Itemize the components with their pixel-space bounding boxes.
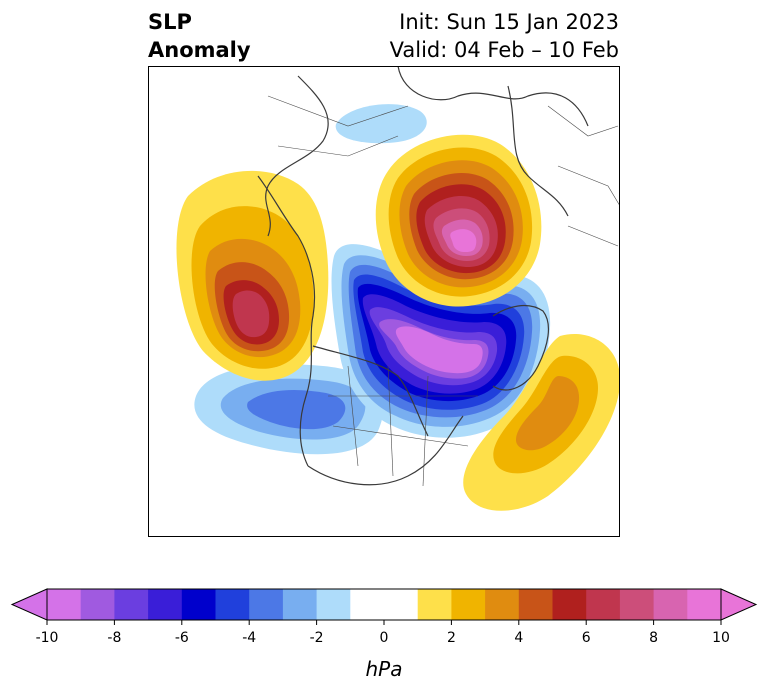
valid-range: Valid: 04 Feb – 10 Feb [389,38,619,62]
colorbar: -10 -8 -6 -4 -2 0 2 4 6 8 10 [10,588,758,646]
colorbar-segment [619,589,655,620]
colorbar-segment [485,589,520,620]
anomaly-map [148,66,620,537]
colorbar-segment [282,589,318,620]
colorbar-segment [181,589,216,620]
colorbar-segment [215,589,250,620]
colorbar-tick-label: 6 [582,630,591,646]
colorbar-extend-high [720,588,758,621]
colorbar-tick-label: -10 [36,630,59,646]
colorbar-segment [384,589,419,620]
colorbar-segment [47,589,82,620]
colorbar-segment [316,589,351,620]
colorbar-ticks: -10 -8 -6 -4 -2 0 2 4 6 8 10 [36,620,730,646]
init-date: Init: Sun 15 Jan 2023 [399,10,619,34]
colorbar-unit-label: hPa [365,657,403,681]
greenland-negative-anomaly [331,244,551,438]
colorbar-segment [451,589,486,620]
colorbar-tick-label: -8 [107,630,121,646]
pacific-negative-anomaly [194,364,384,455]
colorbar-segment [552,589,587,620]
colorbar-segment [148,589,183,620]
arctic-positive-anomaly [375,134,542,307]
title-line-1: SLP [148,10,192,34]
asia-negative-anomaly [335,104,427,144]
map-border [148,66,620,537]
date-info: Init: Sun 15 Jan 2023 Valid: 04 Feb – 10… [390,8,619,64]
colorbar-tick-label: -4 [242,630,256,646]
colorbar-segment [687,589,722,620]
atlantic-positive-anomaly [463,334,620,511]
colorbar-segment [518,589,553,620]
colorbar-segment [114,589,149,620]
colorbar-tick-label: 10 [712,630,730,646]
colorbar-tick-label: 2 [447,630,456,646]
colorbar-segment [417,589,452,620]
colorbar-segment [653,589,688,620]
colorbar-segment [586,589,621,620]
colorbar-tick-label: -6 [175,630,189,646]
colorbar-tick-label: 4 [514,630,523,646]
title-line-2: Anomaly [148,38,251,62]
colorbar-segments [47,589,722,620]
colorbar-segment [350,589,385,620]
colorbar-segment [249,589,284,620]
country-borders [267,95,620,487]
colorbar-tick-label: 0 [380,630,389,646]
coastlines [257,66,589,486]
colorbar-extend-low [10,588,48,621]
colorbar-tick-label: -2 [310,630,324,646]
anomaly-fields [148,66,620,537]
pacific-positive-anomaly [176,170,329,381]
plot-title: SLP Anomaly [148,8,251,64]
colorbar-tick-label: 8 [649,630,658,646]
colorbar-segment [80,589,115,620]
